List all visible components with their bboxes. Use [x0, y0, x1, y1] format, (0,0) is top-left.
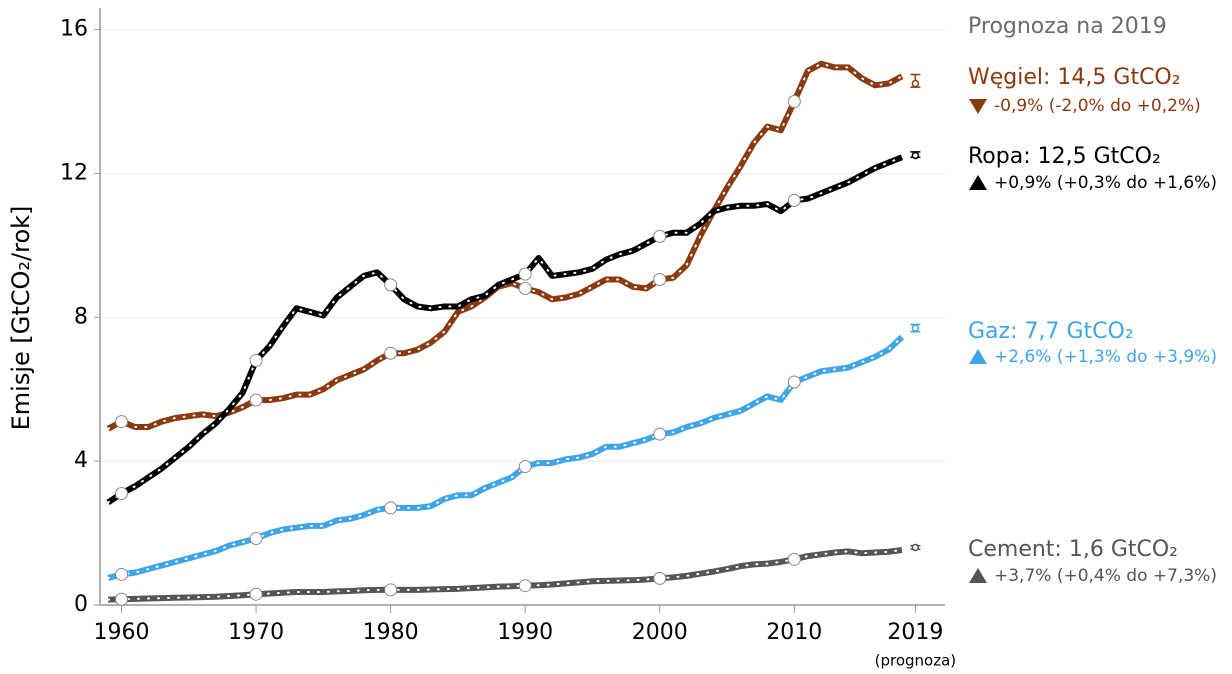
- series-dots: [107, 62, 903, 430]
- decade-marker: [115, 415, 129, 429]
- decade-marker: [384, 583, 398, 597]
- legend-change: -0,9% (-2,0% do +0,2%): [994, 96, 1201, 116]
- trend-arrow: [969, 568, 987, 583]
- x-tick-label: 2019: [887, 620, 943, 645]
- decade-marker: [249, 353, 263, 367]
- x-tick-label: 1990: [497, 620, 553, 645]
- series-line: [107, 547, 903, 603]
- series-line: [106, 60, 904, 432]
- x-tick-label: 1970: [228, 620, 284, 645]
- forecast-point: [911, 543, 920, 552]
- legend-change: +0,9% (+0,3% do +1,6%): [994, 173, 1217, 193]
- y-tick-label: 0: [74, 592, 88, 617]
- decade-marker: [653, 273, 667, 287]
- trend-arrow: [969, 175, 987, 190]
- x-tick-label: 1960: [94, 620, 150, 645]
- series-line: [106, 154, 904, 505]
- decade-marker: [653, 229, 667, 243]
- x-tick-label: 1980: [363, 620, 419, 645]
- forecast-point: [911, 324, 920, 332]
- decade-marker: [518, 579, 532, 593]
- series-dots: [107, 156, 903, 504]
- decade-marker: [249, 531, 263, 545]
- decade-marker: [787, 552, 801, 566]
- legend-label: Ropa: 12,5 GtCO₂: [968, 144, 1161, 169]
- decade-marker: [787, 95, 801, 109]
- x-tick-label: 2010: [766, 620, 822, 645]
- decade-marker: [115, 487, 129, 501]
- trend-arrow: [969, 99, 987, 114]
- decade-marker: [518, 460, 532, 474]
- legend-title: Prognoza na 2019: [968, 14, 1167, 39]
- decade-marker: [115, 592, 129, 606]
- decade-marker: [787, 193, 801, 207]
- x-note: (prognoza): [875, 652, 957, 670]
- decade-marker: [787, 375, 801, 389]
- forecast-point: [911, 151, 920, 160]
- x-tick-label: 2000: [632, 620, 688, 645]
- y-axis-label: Emisje [GtCO₂/rok]: [7, 206, 35, 431]
- series-line: [107, 334, 904, 581]
- decade-marker: [518, 282, 532, 296]
- decade-marker: [518, 267, 532, 281]
- decade-marker: [384, 346, 398, 360]
- legend-label: Cement: 1,6 GtCO₂: [968, 537, 1178, 562]
- forecast-point: [911, 79, 920, 88]
- series-dots: [107, 336, 903, 580]
- y-tick-label: 16: [60, 17, 88, 42]
- decade-marker: [115, 567, 129, 581]
- y-tick-label: 12: [60, 160, 88, 185]
- legend-change: +3,7% (+0,4% do +7,3%): [994, 566, 1217, 586]
- series-dots: [107, 548, 903, 601]
- decade-marker: [653, 571, 667, 585]
- legend-label: Węgiel: 14,5 GtCO₂: [968, 65, 1181, 90]
- decade-marker: [249, 393, 263, 407]
- decade-marker: [653, 427, 667, 441]
- decade-marker: [384, 278, 398, 292]
- decade-marker: [249, 587, 263, 601]
- legend-change: +2,6% (+1,3% do +3,9%): [994, 347, 1217, 367]
- y-tick-label: 4: [74, 448, 88, 473]
- trend-arrow: [969, 349, 987, 364]
- y-tick-label: 8: [74, 304, 88, 329]
- decade-marker: [384, 501, 398, 515]
- legend-label: Gaz: 7,7 GtCO₂: [968, 319, 1134, 344]
